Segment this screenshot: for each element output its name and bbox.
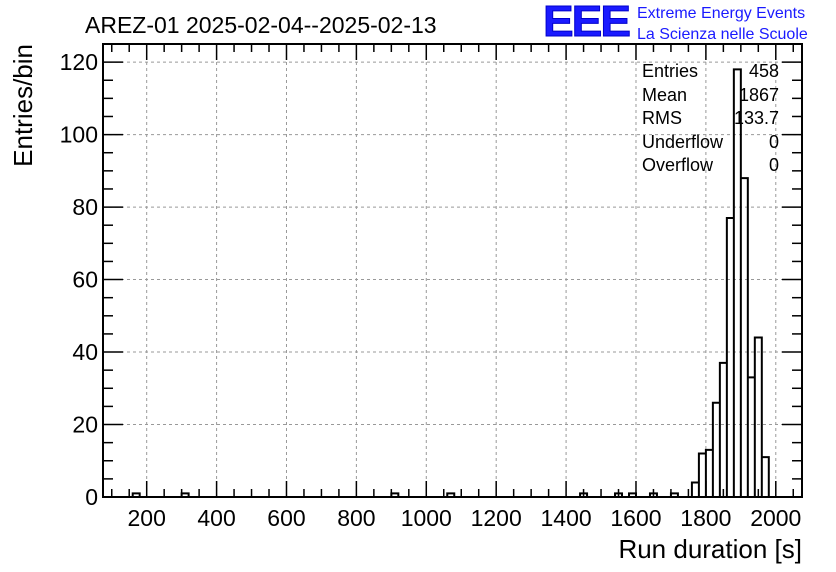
y-tick-label: 60 — [72, 267, 98, 293]
x-tick-label: 400 — [197, 505, 235, 531]
stats-label: Overflow — [642, 155, 714, 175]
y-tick-label: 40 — [72, 339, 98, 365]
grid-lines — [103, 44, 802, 497]
x-tick-labels: 200 400 600 800 1000 1200 1400 1600 1800 2000 — [128, 505, 802, 531]
plot-frame — [102, 43, 803, 498]
stats-label: Mean — [642, 84, 688, 105]
x-tick-label: 600 — [267, 505, 305, 531]
stats-row-overflow: Overflow 0 — [642, 154, 779, 178]
stats-label: Underflow — [642, 131, 724, 152]
eee-logo-mark: EEE — [542, 0, 631, 46]
stats-value: 0 — [768, 131, 779, 152]
y-tick-label: 20 — [72, 412, 98, 438]
stats-label: RMS — [642, 108, 682, 128]
stats-value: 458 — [748, 61, 779, 81]
y-tick-label: 100 — [60, 122, 98, 148]
stats-value: 0 — [768, 155, 779, 175]
x-tick-label: 800 — [337, 505, 375, 531]
y-tick-labels: 0 20 40 60 80 100 120 — [60, 49, 98, 510]
x-tick-label: 1800 — [680, 505, 731, 531]
x-tick-label: 2000 — [750, 505, 801, 531]
stats-value: 1867 — [738, 84, 779, 105]
x-tick-label: 1600 — [610, 505, 661, 531]
chart-title: AREZ-01 2025-02-04--2025-02-13 — [85, 12, 437, 38]
logo-line-2: La Scienza nelle Scuole — [637, 26, 808, 43]
stats-row-entries: Entries 458 — [642, 60, 779, 84]
stats-box: Entries 458 Mean 1867 RMS 133.7 Underflo… — [642, 60, 779, 178]
x-tick-label: 1000 — [401, 505, 452, 531]
stats-row-rms: RMS 133.7 — [642, 107, 779, 131]
x-tick-label: 200 — [128, 505, 166, 531]
y-axis-label: Entries/bin — [8, 44, 38, 167]
stats-row-underflow: Underflow 0 — [642, 131, 779, 155]
stats-row-mean: Mean 1867 — [642, 84, 779, 108]
y-tick-label: 120 — [60, 49, 98, 75]
y-tick-label: 0 — [85, 484, 98, 510]
stats-value: 133.7 — [733, 108, 779, 128]
x-tick-label: 1400 — [541, 505, 592, 531]
x-axis-label: Run duration [s] — [618, 534, 802, 564]
x-tick-label: 1200 — [471, 505, 522, 531]
axis-ticks — [103, 43, 802, 498]
y-tick-label: 80 — [72, 194, 98, 220]
logo-line-1: Extreme Energy Events — [637, 5, 806, 22]
stats-label: Entries — [642, 61, 699, 81]
eee-logo-text: Extreme Energy Events La Scienza nelle S… — [637, 3, 808, 45]
